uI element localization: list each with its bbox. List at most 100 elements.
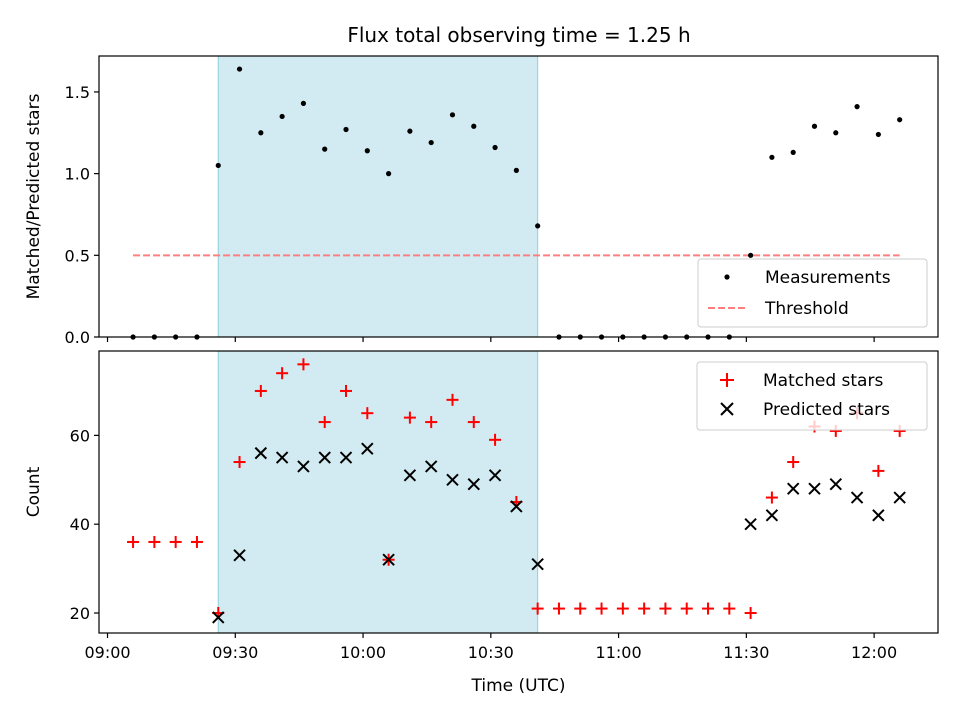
measurement-point: [407, 128, 413, 134]
top-legend: Measurements Threshold: [697, 258, 928, 328]
measurement-point: [258, 130, 264, 136]
measurement-point: [279, 113, 285, 120]
legend-predicted-label: Predicted stars: [763, 400, 890, 420]
top-panel: 0.0 0.5 1.0 1.5 Matched/Predicted stars Mea…: [24, 55, 939, 347]
predicted-point: [233, 549, 246, 562]
x-tick-label: 10:00: [340, 643, 386, 662]
matched-point: [680, 602, 693, 615]
measurement-point: [215, 162, 221, 169]
predicted-point: [318, 451, 331, 464]
matched-point: [361, 407, 374, 420]
measurement-point: [790, 149, 796, 155]
matched-point: [723, 602, 736, 615]
x-tick-label: 11:00: [596, 643, 642, 662]
matched-point: [744, 607, 757, 620]
y-tick-label: 40: [70, 515, 90, 534]
matched-point: [531, 602, 544, 615]
x-tick-label: 11:30: [723, 643, 769, 662]
predicted-point: [893, 491, 906, 504]
legend-matched-marker: [720, 373, 734, 387]
predicted-point: [424, 460, 438, 473]
matched-point: [254, 384, 267, 397]
matched-point: [787, 456, 800, 469]
matched-point: [638, 602, 651, 615]
measurement-point: [300, 100, 307, 106]
y-tick-label: 1.0: [65, 165, 90, 184]
measurement-point: [492, 144, 498, 151]
predicted-point: [275, 451, 289, 464]
x-tick-label: 12:00: [851, 643, 897, 662]
predicted-point: [339, 451, 353, 464]
predicted-point: [254, 446, 268, 460]
legend-measurements-marker: [724, 274, 730, 280]
predicted-point: [872, 509, 885, 522]
matched-point: [489, 433, 502, 446]
measurement-point: [428, 139, 434, 146]
top-marks: [130, 66, 903, 340]
predicted-point: [786, 482, 800, 495]
predicted-point: [829, 478, 842, 491]
y-tick-label: 20: [70, 604, 90, 623]
y-tick-label: 0.0: [65, 328, 90, 347]
measurement-point: [875, 131, 881, 138]
predicted-point: [765, 509, 779, 522]
predicted-point: [382, 553, 395, 566]
matched-point: [659, 602, 672, 615]
predicted-point: [403, 469, 417, 482]
top-y-axis-label: Matched/Predicted stars: [24, 93, 44, 299]
measurement-point: [748, 252, 754, 258]
matched-point: [425, 416, 438, 429]
matched-point: [702, 602, 715, 615]
measurement-point: [897, 117, 903, 123]
matched-point: [467, 416, 480, 429]
matched-point: [233, 456, 246, 469]
matched-point: [190, 535, 203, 548]
legend-threshold-label: Threshold: [764, 299, 849, 319]
predicted-point: [531, 557, 544, 571]
measurement-point: [769, 154, 775, 160]
top-ticks: 0.0 0.5 1.0 1.5: [65, 83, 875, 347]
matched-point: [446, 393, 459, 406]
predicted-point: [488, 469, 502, 482]
y-tick-label: 60: [70, 426, 90, 445]
measurement-point: [854, 104, 860, 110]
bottom-marks: [127, 358, 906, 624]
x-tick-label: 09:00: [84, 643, 130, 662]
predicted-point: [467, 478, 480, 491]
bottom-panel: 09:00 09:30 10:00 10:30 11:00 11:30 12:00 20 40 6…: [24, 350, 939, 696]
predicted-point: [744, 517, 757, 531]
bottom-legend: Matched stars Predicted stars: [696, 361, 928, 431]
measurement-point: [513, 167, 519, 173]
measurement-point: [322, 146, 328, 152]
matched-point: [148, 535, 161, 548]
bottom-x-axis-label: Time (UTC): [471, 676, 566, 696]
matched-point: [616, 602, 629, 615]
legend-measurements-label: Measurements: [765, 268, 891, 288]
predicted-point: [510, 500, 523, 513]
matched-point: [552, 602, 565, 615]
bottom-y-axis-label: Count: [24, 466, 44, 517]
y-tick-label: 1.5: [65, 83, 90, 102]
predicted-point: [808, 482, 821, 495]
top-shaded-span: [217, 55, 539, 338]
measurement-point: [471, 123, 477, 129]
legend-predicted-marker: [720, 402, 734, 416]
matched-point: [765, 491, 778, 504]
predicted-point: [361, 442, 374, 455]
x-tick-label: 09:30: [212, 643, 258, 662]
measurement-point: [833, 130, 839, 136]
bottom-ticks: 09:00 09:30 10:00 10:30 11:00 11:30 12:00 20 40 6…: [70, 426, 898, 662]
measurement-point: [811, 123, 818, 129]
matched-point: [318, 416, 331, 429]
chart-title: Flux total observing time = 1.25 h: [347, 23, 690, 47]
measurement-point: [449, 112, 456, 118]
legend-matched-label: Matched stars: [763, 371, 883, 391]
x-tick-label: 10:30: [468, 643, 514, 662]
measurement-point: [535, 223, 541, 229]
top-axes-frame: [98, 55, 939, 338]
y-tick-label: 0.5: [65, 246, 90, 265]
measurement-point: [343, 126, 349, 133]
matched-point: [595, 602, 608, 615]
measurement-point: [364, 148, 370, 154]
